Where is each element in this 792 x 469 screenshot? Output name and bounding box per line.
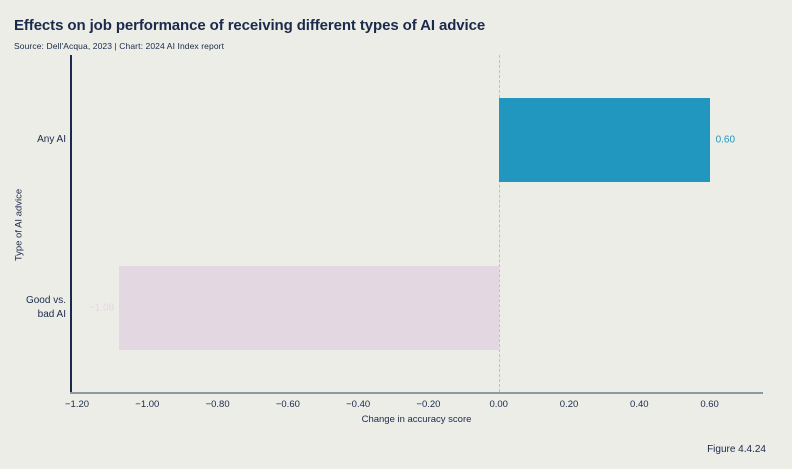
category-label: Good vs. bad AI [25, 295, 66, 320]
x-tick-label: 0.40 [630, 399, 649, 410]
x-tick-label: −0.20 [416, 399, 441, 410]
x-tick-label: −0.40 [346, 399, 371, 410]
bar-any-ai [498, 98, 710, 182]
x-tick-label: −1.20 [64, 399, 90, 410]
x-tick-label: −0.60 [275, 399, 300, 410]
figure-number: Figure 4.4.24 [707, 444, 766, 455]
y-axis-title: Type of AI advice [13, 188, 25, 262]
chart-subtitle: Source: Dell'Acqua, 2023 | Chart: 2024 A… [14, 41, 225, 51]
category-label: Any AI [37, 134, 66, 145]
x-axis-title: Change in accuracy score [361, 414, 472, 425]
zero-reference-line [498, 55, 500, 392]
y-axis-line [70, 55, 72, 393]
x-tick-label: 0.00 [489, 399, 508, 410]
chart-title: Effects on job performance of receiving … [14, 17, 486, 34]
x-tick-label: 0.60 [700, 399, 719, 410]
plot-area: 0.60 −1.08 [70, 55, 763, 392]
bar-value-label: 0.60 [715, 134, 736, 146]
x-tick-label: −1.00 [135, 399, 160, 410]
x-axis-line [70, 392, 763, 394]
bar-value-label: −1.08 [88, 302, 115, 314]
bar-good-vs-bad-ai [119, 266, 499, 350]
x-tick-label: 0.20 [559, 399, 579, 410]
x-tick-label: −0.80 [205, 399, 230, 410]
